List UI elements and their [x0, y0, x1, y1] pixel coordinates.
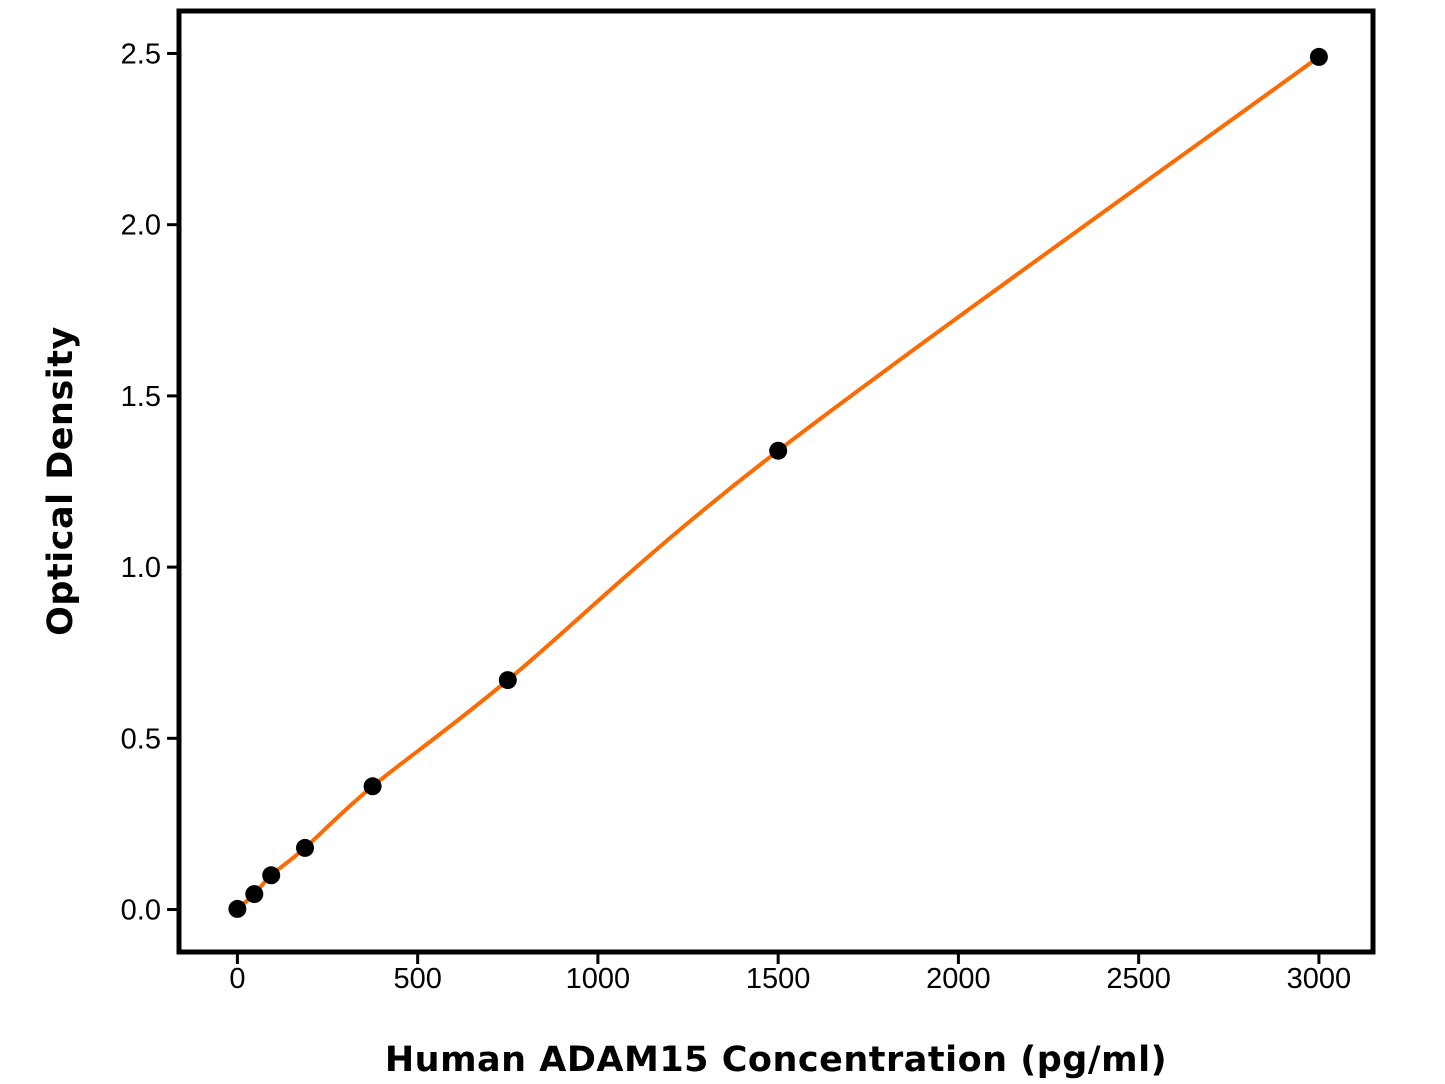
x-tick-label: 3000: [1287, 963, 1352, 995]
y-axis-ticks: [167, 51, 179, 912]
x-tick-label: 2500: [1106, 963, 1171, 995]
data-point: [245, 885, 264, 904]
y-tick-label: 0.5: [121, 723, 161, 755]
x-axis-ticks: [235, 952, 1321, 964]
y-axis-label: Optical Density: [41, 326, 81, 636]
x-tick-label: 1000: [566, 963, 631, 995]
x-axis-label: Human ADAM15 Concentration (pg/ml): [385, 1040, 1167, 1080]
x-tick-label: 0: [229, 963, 245, 995]
data-point: [363, 777, 382, 796]
data-point: [262, 866, 281, 885]
data-point: [296, 838, 314, 857]
x-axis-tick-labels: 0 500 1000 1500 2000 2500 3000: [229, 963, 1351, 995]
data-point: [1309, 47, 1328, 66]
data-point: [228, 899, 247, 918]
y-axis-tick-labels: 0.0 0.5 1.0 1.5 2.0 2.5: [121, 38, 161, 926]
series-layer: [228, 47, 1328, 918]
x-tick-label: 2000: [926, 963, 991, 995]
data-point: [769, 441, 788, 460]
y-tick-label: 0.0: [121, 895, 161, 927]
plot-area: [176, 8, 1376, 955]
y-tick-label: 1.0: [121, 552, 161, 584]
y-tick-label: 2.0: [121, 210, 161, 242]
standard-curve-line: [235, 54, 1321, 911]
x-tick-label: 1500: [746, 963, 811, 995]
data-point: [498, 671, 517, 690]
y-tick-label: 1.5: [121, 381, 161, 413]
y-tick-label: 2.5: [121, 38, 161, 70]
x-tick-label: 500: [393, 963, 441, 995]
